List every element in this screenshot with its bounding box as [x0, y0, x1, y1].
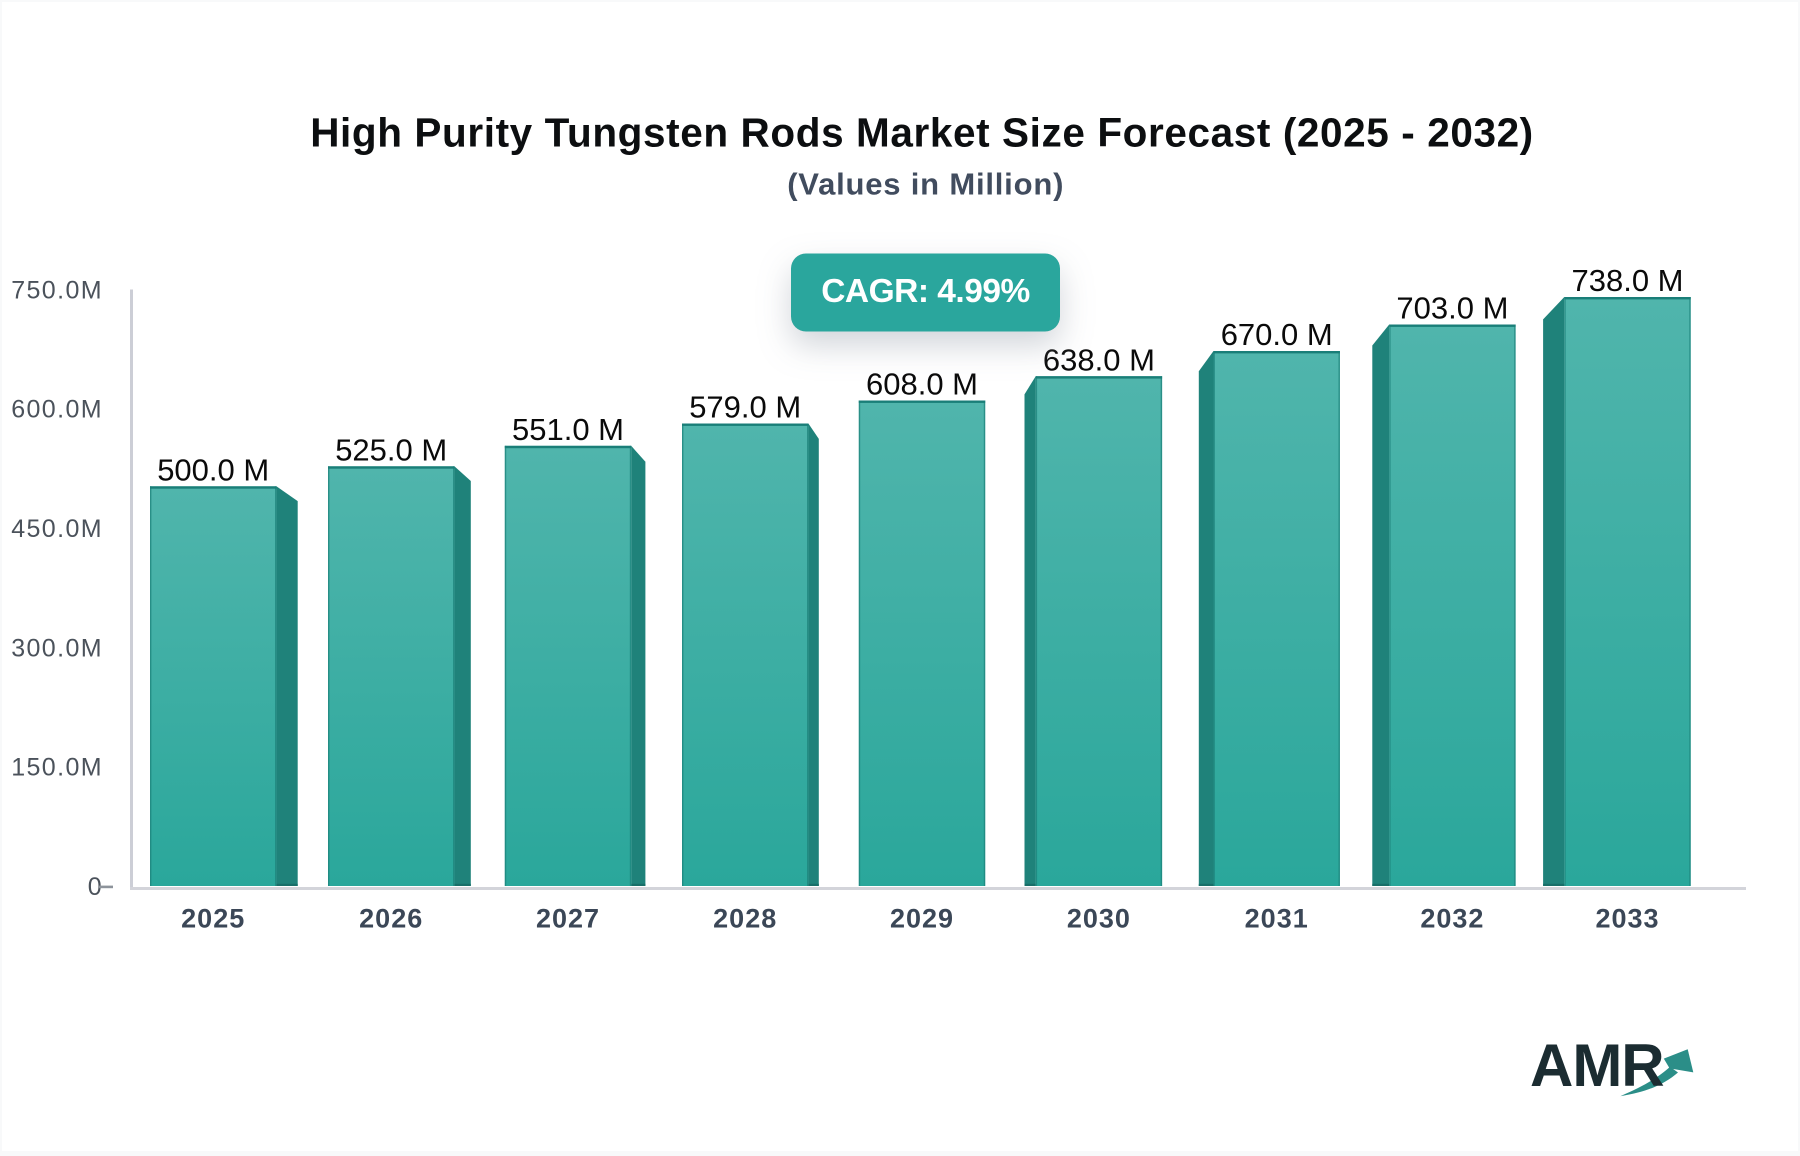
- svg-text:2026: 2026: [359, 904, 423, 934]
- svg-text:450.0M: 450.0M: [11, 515, 103, 543]
- svg-text:(Values in Million): (Values in Million): [787, 167, 1064, 202]
- svg-text:2032: 2032: [1420, 904, 1484, 934]
- svg-text:738.0 M: 738.0 M: [1571, 263, 1683, 298]
- svg-text:703.0 M: 703.0 M: [1396, 291, 1508, 326]
- svg-text:670.0 M: 670.0 M: [1221, 317, 1333, 352]
- svg-text:525.0 M: 525.0 M: [335, 432, 447, 467]
- svg-text:608.0 M: 608.0 M: [866, 367, 978, 402]
- svg-text:551.0 M: 551.0 M: [512, 412, 624, 447]
- svg-text:579.0 M: 579.0 M: [689, 390, 801, 425]
- svg-text:2030: 2030: [1067, 904, 1131, 934]
- svg-text:2025: 2025: [181, 904, 245, 934]
- svg-text:2029: 2029: [890, 904, 954, 934]
- svg-text:2027: 2027: [536, 904, 600, 934]
- svg-text:2031: 2031: [1245, 904, 1309, 934]
- svg-text:0: 0: [88, 873, 103, 901]
- svg-text:300.0M: 300.0M: [11, 634, 103, 662]
- svg-text:2028: 2028: [713, 904, 777, 934]
- svg-text:High Purity Tungsten Rods Mark: High Purity Tungsten Rods Market Size Fo…: [310, 110, 1534, 156]
- svg-text:500.0 M: 500.0 M: [157, 452, 269, 487]
- svg-text:750.0M: 750.0M: [11, 276, 103, 304]
- svg-text:2033: 2033: [1595, 904, 1659, 934]
- svg-text:638.0 M: 638.0 M: [1043, 342, 1155, 377]
- svg-text:150.0M: 150.0M: [11, 754, 103, 782]
- svg-text:AMR: AMR: [1530, 1032, 1664, 1099]
- svg-text:600.0M: 600.0M: [11, 396, 103, 424]
- svg-text:CAGR: 4.99%: CAGR: 4.99%: [821, 273, 1030, 310]
